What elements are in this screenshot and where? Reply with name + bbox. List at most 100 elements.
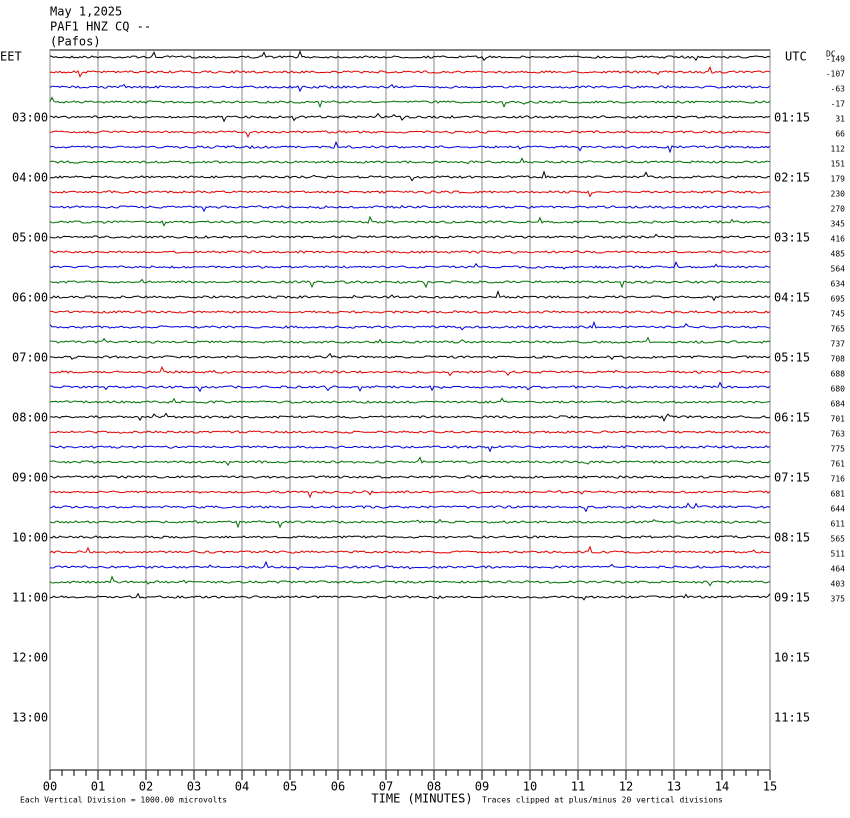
trace (49, 170, 771, 182)
x-tick-label: 11 (571, 780, 585, 794)
left-hour: 07:00 (12, 351, 48, 365)
dc-value: 416 (831, 235, 846, 244)
trace (49, 204, 771, 213)
x-tick-label: 12 (619, 780, 633, 794)
dc-value: 644 (831, 505, 846, 514)
dc-value: 485 (831, 250, 846, 259)
dc-value: 745 (831, 310, 846, 319)
trace (49, 140, 771, 154)
left-hour: 12:00 (12, 651, 48, 665)
x-tick-label: 07 (379, 780, 393, 794)
trace (49, 352, 771, 360)
trace (49, 456, 771, 467)
x-tick-label: 00 (43, 780, 57, 794)
dc-value: -17 (831, 100, 846, 109)
trace (49, 381, 771, 393)
clip-note: Traces clipped at plus/minus 20 vertical… (482, 796, 723, 805)
dc-value: 708 (831, 355, 846, 364)
dc-value: 681 (831, 490, 846, 499)
trace (49, 489, 771, 499)
dc-value: 701 (831, 415, 846, 424)
x-tick-label: 13 (667, 780, 681, 794)
trace (49, 96, 771, 109)
right-hour: 10:15 (774, 651, 810, 665)
right-hour: 08:15 (774, 531, 810, 545)
place: (Pafos) (50, 35, 101, 49)
x-tick-label: 05 (283, 780, 297, 794)
x-tick-label: 10 (523, 780, 537, 794)
right-hour: 02:15 (774, 171, 810, 185)
dc-label: DC (826, 50, 836, 59)
date: May 1,2025 (50, 5, 122, 19)
dc-value: 737 (831, 340, 846, 349)
left-hour: 10:00 (12, 531, 48, 545)
x-tick-label: 09 (475, 780, 489, 794)
trace (49, 83, 771, 93)
left-zone: EET (0, 50, 22, 64)
trace (49, 545, 771, 554)
trace (49, 575, 771, 587)
dc-value: 634 (831, 280, 846, 289)
trace (49, 397, 771, 404)
dc-value: 695 (831, 295, 846, 304)
dc-value: 179 (831, 175, 846, 184)
dc-value: 688 (831, 370, 846, 379)
trace (49, 215, 771, 227)
dc-value: 112 (831, 145, 846, 154)
dc-value: 270 (831, 205, 846, 214)
trace (49, 535, 771, 539)
dc-value: 763 (831, 430, 846, 439)
trace (49, 475, 771, 479)
right-hour: 11:15 (774, 711, 810, 725)
trace (49, 430, 771, 434)
trace (49, 130, 771, 138)
trace (49, 233, 771, 239)
trace (49, 112, 771, 123)
dc-value: 684 (831, 400, 846, 409)
dc-value: 464 (831, 565, 846, 574)
left-hour: 13:00 (12, 711, 48, 725)
right-hour: 04:15 (774, 291, 810, 305)
x-tick-label: 14 (715, 780, 729, 794)
dc-value: 565 (831, 535, 846, 544)
x-tick-label: 01 (91, 780, 105, 794)
dc-value: 151 (831, 160, 846, 169)
trace (49, 289, 771, 302)
right-hour: 05:15 (774, 351, 810, 365)
trace (49, 310, 771, 314)
right-hour: 03:15 (774, 231, 810, 245)
trace (49, 250, 771, 254)
trace (49, 445, 771, 453)
dc-value: 611 (831, 520, 846, 529)
left-hour: 03:00 (12, 111, 48, 125)
left-hour: 11:00 (12, 591, 48, 605)
dc-value: 564 (831, 265, 846, 274)
trace (49, 560, 771, 571)
dc-value: -149 (826, 55, 845, 64)
dc-value: -63 (831, 85, 846, 94)
trace (49, 592, 771, 601)
trace (49, 278, 771, 289)
trace (49, 518, 771, 529)
dc-value: 761 (831, 460, 846, 469)
dc-value: 765 (831, 325, 846, 334)
x-title: TIME (MINUTES) (371, 792, 472, 806)
trace (49, 320, 771, 331)
x-tick-label: 04 (235, 780, 249, 794)
right-hour: 09:15 (774, 591, 810, 605)
trace (49, 157, 771, 165)
trace (49, 336, 771, 344)
dc-value: 716 (831, 475, 846, 484)
right-hour: 01:15 (774, 111, 810, 125)
x-tick-label: 08 (427, 780, 441, 794)
dc-value: 511 (831, 550, 846, 559)
dc-value: 680 (831, 385, 846, 394)
right-hour: 06:15 (774, 411, 810, 425)
dc-value: 31 (835, 115, 845, 124)
left-hour: 08:00 (12, 411, 48, 425)
plot-frame (49, 49, 771, 771)
right-hour: 07:15 (774, 471, 810, 485)
left-hour: 04:00 (12, 171, 48, 185)
x-tick-label: 15 (763, 780, 777, 794)
x-tick-label: 02 (139, 780, 153, 794)
